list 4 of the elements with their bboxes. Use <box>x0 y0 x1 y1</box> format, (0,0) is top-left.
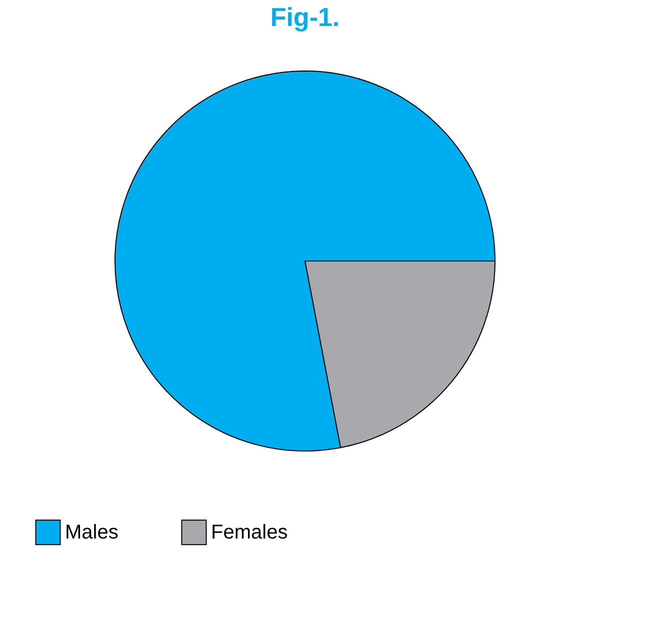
legend-label: Females <box>211 521 288 544</box>
chart-title: Fig-1. <box>270 2 340 32</box>
pie-slice <box>114 70 496 452</box>
legend-label: Males <box>65 521 118 544</box>
